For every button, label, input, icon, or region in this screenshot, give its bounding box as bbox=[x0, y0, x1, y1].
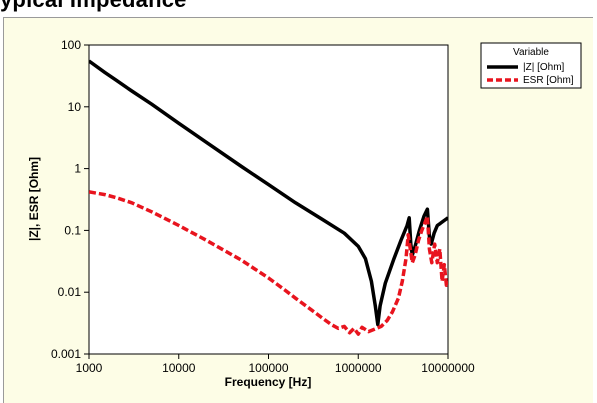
y-tick-label: 100 bbox=[61, 38, 81, 52]
y-tick-label: 0.01 bbox=[58, 285, 82, 299]
y-axis: 0.001 0.01 0.1 1 10 100 bbox=[51, 38, 89, 361]
legend-entry-esr: ESR [Ohm] bbox=[523, 75, 574, 86]
y-tick-label: 1 bbox=[74, 162, 81, 176]
series-line-z bbox=[89, 59, 448, 327]
series-layer bbox=[89, 59, 448, 336]
y-tick-label: 0.001 bbox=[51, 347, 81, 361]
plot-area bbox=[88, 44, 449, 355]
x-tick-label: 10000000 bbox=[421, 361, 475, 375]
y-axis-title: |Z|, ESR [Ohm] bbox=[27, 157, 41, 241]
y-tick-label: 0.1 bbox=[64, 223, 81, 237]
y-tick-label: 10 bbox=[68, 100, 82, 114]
x-axis: 1000 10000 100000 1000000 10000000 bbox=[76, 354, 475, 375]
legend: Variable |Z| [Ohm] ESR [Ohm] bbox=[480, 42, 582, 89]
series-line-esr bbox=[89, 190, 448, 336]
legend-entry-z: |Z| [Ohm] bbox=[523, 62, 565, 73]
x-tick-label: 10000 bbox=[162, 361, 196, 375]
page-title-fragment: ypical Impedance bbox=[0, 0, 187, 13]
x-axis-title: Frequency [Hz] bbox=[225, 375, 312, 389]
x-tick-label: 1000000 bbox=[335, 361, 382, 375]
legend-title: Variable bbox=[513, 47, 549, 58]
x-tick-label: 1000 bbox=[76, 361, 103, 375]
x-tick-label: 100000 bbox=[248, 361, 288, 375]
